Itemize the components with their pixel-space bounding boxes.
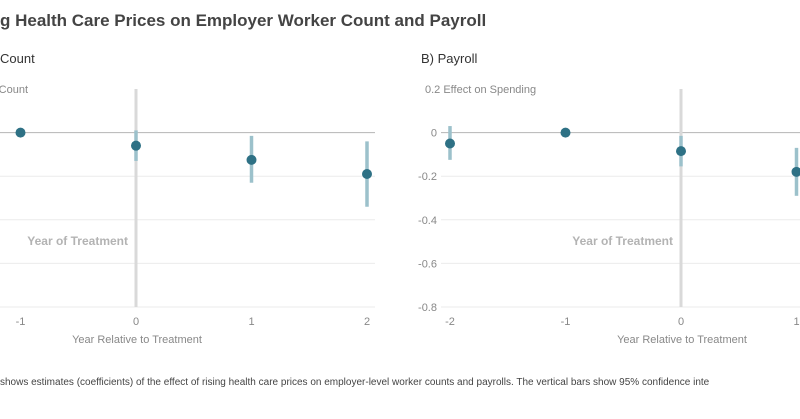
data-point [676, 146, 686, 157]
panel-a-plot: Year of Treatment Count -1 0 1 2 Year Relative… [0, 84, 375, 346]
x-tick-label: -2 [445, 316, 455, 328]
treatment-annotation: Year of Treatment [572, 234, 673, 248]
y-tick-label: -0.6 [418, 258, 437, 270]
data-point [791, 166, 800, 177]
panel-a-title: Count [0, 51, 35, 66]
data-point [560, 127, 571, 138]
x-tick-label: -1 [16, 316, 26, 328]
treatment-annotation: Year of Treatment [27, 234, 128, 248]
x-axis-label: Year Relative to Treatment [72, 334, 202, 346]
data-point [445, 138, 455, 149]
data-point [15, 127, 26, 138]
x-tick-label: 2 [364, 316, 370, 328]
x-tick-label: 1 [793, 316, 799, 328]
chart-title: g Health Care Prices on Employer Worker … [0, 11, 487, 30]
y-tick-label: -0.2 [418, 171, 437, 183]
y-tick-label: -0.4 [418, 215, 437, 227]
y-axis-label: 0.2 Effect on Spending [425, 84, 536, 96]
x-tick-label: -1 [561, 316, 571, 328]
figure-note: shows estimates (coefficients) of the ef… [0, 377, 710, 388]
x-tick-label: 0 [133, 316, 139, 328]
data-point [131, 140, 141, 151]
x-tick-label: 0 [678, 316, 684, 328]
x-tick-label: 1 [248, 316, 254, 328]
data-point [362, 169, 372, 180]
panel-b-plot: Year of Treatment 0 -0.2 -0.4 -0.6 -0.8 0.2 Ef… [418, 84, 800, 346]
y-axis-label: Count [0, 84, 28, 96]
y-tick-label: -0.8 [418, 302, 437, 314]
x-axis-label: Year Relative to Treatment [617, 334, 747, 346]
data-point [246, 154, 257, 165]
y-tick-label: 0 [431, 128, 437, 140]
panel-b-title: B) Payroll [421, 51, 478, 66]
